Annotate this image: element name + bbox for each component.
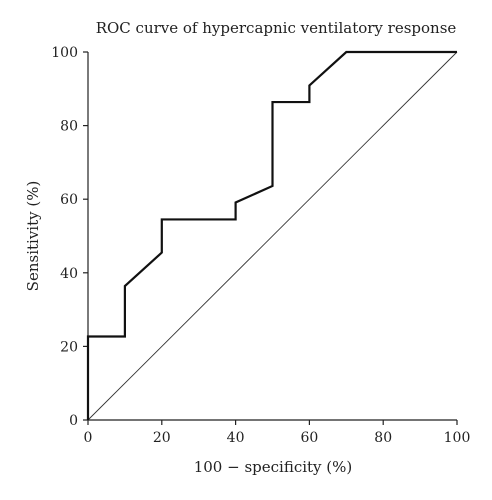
y-tick-label: 60 xyxy=(60,192,78,208)
y-tick-label: 100 xyxy=(51,45,78,61)
x-tick-label: 80 xyxy=(374,430,392,446)
x-tick-label: 60 xyxy=(300,430,318,446)
y-tick-label: 80 xyxy=(60,119,78,135)
x-axis-label: 100 − specificity (%) xyxy=(194,458,353,476)
y-axis-label: Sensitivity (%) xyxy=(24,181,42,292)
x-tick-label: 20 xyxy=(153,430,171,446)
tick-labels: 0 20 40 60 80 100 0 20 40 60 80 100 xyxy=(51,45,470,446)
x-tick-label: 100 xyxy=(444,430,471,446)
y-tick-label: 40 xyxy=(60,266,78,282)
x-tick-label: 0 xyxy=(84,430,93,446)
plot-area xyxy=(86,50,458,421)
ticks xyxy=(83,51,458,425)
x-tick-label: 40 xyxy=(227,430,245,446)
y-tick-label: 20 xyxy=(60,339,78,355)
chart-title: ROC curve of hypercapnic ventilatory res… xyxy=(96,19,457,37)
roc-curve-line xyxy=(86,50,457,420)
reference-diagonal-line xyxy=(87,51,458,421)
y-tick-label: 0 xyxy=(69,413,78,429)
